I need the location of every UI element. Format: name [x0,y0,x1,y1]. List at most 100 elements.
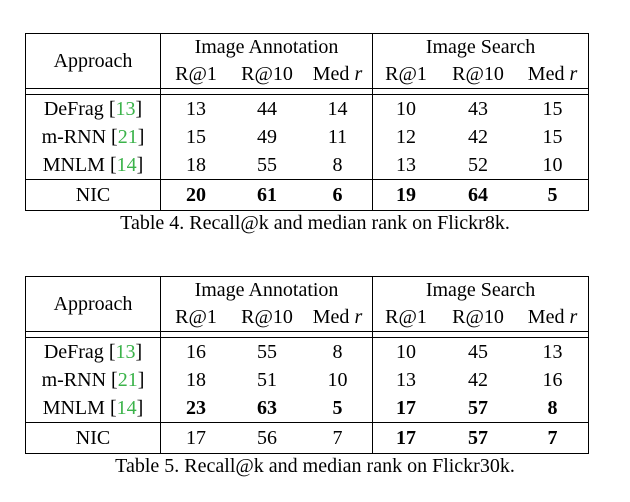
results-table: Approach Image Annotation Image Search R@1 R… [25,33,590,211]
approach-name: NIC [75,184,111,206]
citation-link[interactable]: 14 [116,397,137,419]
table-4-caption: Table 4. Recall@k and median rank on Fli… [120,212,510,234]
results-table: Approach Image Annotation Image Search R@1 R… [25,276,590,454]
value-cell: 56 [231,422,303,454]
table-row: m-RNN [21] 15 49 11 12 42 15 [25,123,590,151]
approach-name: MNLM [42,154,105,176]
value-cell: 43 [468,98,489,120]
header-col-var: r [354,306,363,328]
header-col: R@1 [385,306,427,328]
header-col-med: Med r [517,60,590,88]
value-cell: 45 [468,341,489,363]
header-col-med: Med r [303,303,374,331]
value-cell: 15 [517,123,590,151]
header-col: R@10 [241,306,293,328]
value-cell: 13 [186,98,206,120]
row-approach: DeFrag [13] [25,338,161,366]
approach-name: DeFrag [43,98,104,120]
value-cell: 18 [186,369,206,391]
value-cell: 42 [468,369,489,391]
value-cell: 16 [517,366,590,394]
citation-link[interactable]: 21 [117,369,138,391]
value-cell: 13 [517,338,590,366]
header-col-label: Med [527,306,565,328]
header-col-var: r [569,63,578,85]
value-cell: 14 [303,95,374,123]
value-cell: 57 [468,397,489,419]
table-row: DeFrag [13] 16 55 8 10 45 13 [25,338,590,366]
value-cell: 61 [231,179,303,211]
approach-name: m-RNN [41,369,107,391]
approach-name: NIC [75,427,111,449]
value-cell: 42 [468,126,489,148]
citation-link[interactable]: 21 [117,126,138,148]
citation-link[interactable]: 13 [115,341,136,363]
header-col: R@10 [452,63,504,85]
header-col-label: Med [312,63,350,85]
value-cell: 7 [517,422,590,454]
value-cell: 10 [517,151,590,179]
value-cell: 51 [257,369,277,391]
row-approach: m-RNN [21] [25,123,161,151]
table-row: DeFrag [13] 13 44 14 10 43 15 [25,95,590,123]
row-approach: DeFrag [13] [25,95,161,123]
citation-link[interactable]: 14 [116,154,137,176]
value-cell: 8 [303,151,374,179]
value-cell: 57 [439,422,518,454]
value-cell: 18 [186,154,206,176]
value-cell: 5 [303,394,374,422]
value-cell: 20 [161,179,231,211]
row-approach: MNLM [14] [25,394,161,422]
table-5-caption: Table 5. Recall@k and median rank on Fli… [115,455,515,477]
value-cell: 8 [303,338,374,366]
table-4: Approach Image Annotation Image Search R@1 R… [25,33,590,211]
value-cell: 17 [396,397,417,419]
row-approach: MNLM [14] [25,151,161,179]
value-cell: 15 [517,95,590,123]
header-col-label: Med [312,306,350,328]
value-cell: 49 [257,126,277,148]
row-approach: NIC [25,179,161,211]
header-col: R@10 [241,63,293,85]
value-cell: 63 [257,397,277,419]
value-cell: 15 [186,126,206,148]
header-col-var: r [569,306,578,328]
value-cell: 11 [303,123,374,151]
approach-name: m-RNN [41,126,107,148]
value-cell: 23 [186,397,206,419]
header-col: R@1 [175,306,217,328]
table-row: MNLM [14] 23 63 5 17 57 8 [25,394,590,422]
value-cell: 13 [396,369,417,391]
value-cell: 17 [161,422,231,454]
table-5: Approach Image Annotation Image Search R@1 R… [25,276,590,454]
row-approach: m-RNN [21] [25,366,161,394]
header-col: R@1 [385,63,427,85]
header-approach: Approach [25,276,161,331]
value-cell: 10 [396,98,417,120]
value-cell: 44 [257,98,277,120]
approach-name: DeFrag [43,341,104,363]
header-col: R@10 [452,306,504,328]
header-col: R@1 [175,63,217,85]
value-cell: 10 [396,341,417,363]
value-cell: 55 [257,154,277,176]
value-cell: 10 [303,366,374,394]
value-cell: 13 [396,154,417,176]
table-row: MNLM [14] 18 55 8 13 52 10 [25,151,590,179]
value-cell: 17 [373,422,440,454]
value-cell: 5 [517,179,590,211]
header-col-med: Med r [517,303,590,331]
value-cell: 12 [396,126,417,148]
value-cell: 55 [257,341,277,363]
header-image-annotation: Image Annotation [161,33,374,60]
header-col-var: r [354,63,363,85]
row-approach: NIC [25,422,161,454]
value-cell: 19 [373,179,440,211]
header-image-annotation: Image Annotation [161,276,374,303]
value-cell: 7 [303,422,374,454]
citation-link[interactable]: 13 [115,98,136,120]
value-cell: 52 [468,154,489,176]
value-cell: 64 [439,179,518,211]
value-cell: 8 [517,394,590,422]
header-col-label: Med [527,63,565,85]
